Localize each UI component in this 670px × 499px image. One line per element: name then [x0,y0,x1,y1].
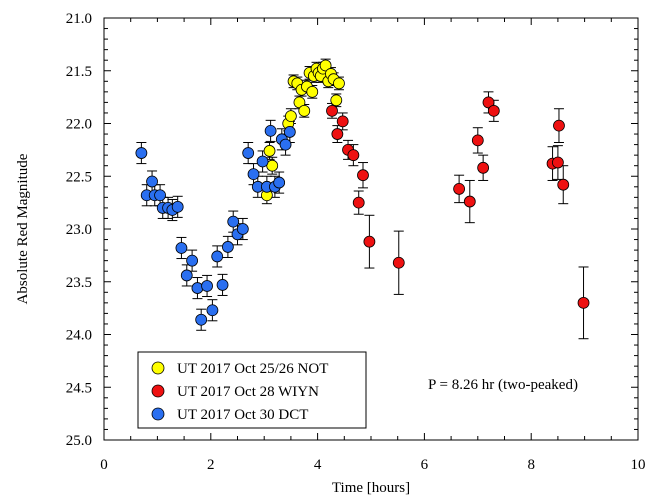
point-dct [242,147,255,159]
point-dct [283,126,296,138]
point-dct [180,269,193,282]
point-wiyn [463,195,476,208]
period-annotation: P = 8.26 hr (two-peaked) [428,377,578,393]
x-tick-label: 8 [527,457,535,473]
point-dct [154,189,166,202]
point-dct [211,250,224,263]
point-wiyn [487,104,500,117]
point-dct [236,223,249,235]
legend-label-not: UT 2017 Oct 25/26 NOT [177,361,328,377]
point-dct [247,168,260,181]
point-not [306,85,319,98]
x-tick-label: 0 [100,457,108,473]
x-tick-label: 4 [314,457,322,473]
point-wiyn [453,183,466,195]
point-not [333,77,345,90]
point-not [284,110,297,123]
x-tick-label: 2 [207,457,215,473]
y-tick-label: 22.5 [66,169,92,185]
point-wiyn [557,178,570,191]
point-wiyn [331,128,344,140]
y-tick-label: 25.0 [66,433,92,449]
y-tick-label: 23.0 [66,222,92,238]
axis-ticks [103,17,639,441]
x-tick-label: 10 [631,457,646,473]
y-tick-label: 21.0 [66,11,92,27]
legend-entries: UT 2017 Oct 25/26 NOT UT 2017 Oct 28 WIYN… [151,361,328,423]
y-tick-label: 21.5 [66,64,92,80]
legend-label-dct: UT 2017 Oct 30 DCT [177,407,308,423]
point-dct [201,280,213,292]
point-dct [279,138,292,151]
point-wiyn [326,104,338,117]
point-dct [256,155,269,168]
point-dct [216,279,229,291]
legend: UT 2017 Oct 25/26 NOT UT 2017 Oct 28 WIYN… [137,351,367,429]
point-wiyn [552,156,564,169]
legend-marker-dct [151,407,165,421]
point-wiyn [471,134,484,147]
point-wiyn [482,96,495,109]
point-dct [227,215,240,228]
point-dct [135,147,148,159]
point-wiyn [363,235,376,248]
point-wiyn [336,115,349,128]
point-dct [195,313,208,326]
point-not [319,59,332,72]
point-dct [191,282,204,294]
point-dct [186,254,199,267]
y-tick-label: 22.0 [66,117,92,133]
point-dct [221,241,234,253]
point-wiyn [392,256,405,269]
point-not [298,104,311,117]
tick-labels: 0 2 4 6 8 10 21.0 21.5 22.0 22.5 23.0 23.5 24.0 24.5 2… [66,11,646,473]
point-wiyn [352,196,365,209]
y-tick-label: 24.0 [66,328,92,344]
point-wiyn [577,296,590,309]
point-not [263,145,276,157]
point-wiyn [357,169,369,182]
point-dct [264,124,277,137]
legend-label-wiyn: UT 2017 Oct 28 WIYN [177,384,319,400]
point-not [330,94,343,107]
x-tick-label: 6 [421,457,429,473]
point-dct [273,176,286,189]
point-dct [146,175,158,188]
x-axis-label: Time [hours] [332,480,410,496]
legend-box [137,351,367,429]
y-tick-label: 24.5 [66,380,92,396]
point-wiyn [477,161,490,174]
point-dct [175,242,188,254]
point-dct [171,200,184,213]
y-axis-label: Absolute Red Magnitude [15,153,31,304]
point-wiyn [553,119,565,132]
data-points [135,59,590,326]
point-wiyn [347,149,360,162]
legend-marker-not [151,361,165,375]
y-tick-label: 23.5 [66,275,92,291]
legend-marker-wiyn [151,384,165,398]
point-dct [206,304,219,317]
